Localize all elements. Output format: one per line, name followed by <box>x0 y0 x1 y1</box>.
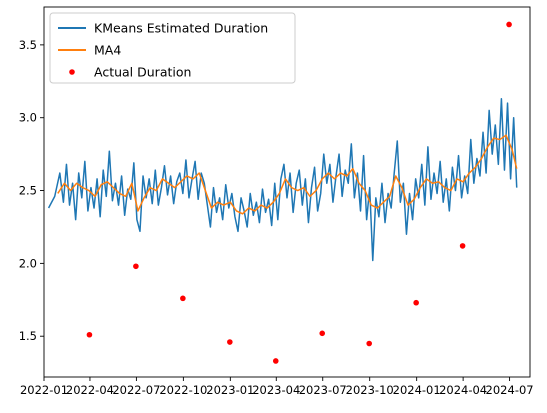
data-point-actual-duration <box>413 300 419 306</box>
y-tick-label: 3.5 <box>19 38 37 52</box>
data-point-actual-duration <box>180 296 186 302</box>
data-point-actual-duration <box>227 339 233 345</box>
data-point-actual-duration <box>366 341 372 347</box>
legend: KMeans Estimated Duration MA4 Actual Durat… <box>50 13 295 83</box>
data-point-actual-duration <box>87 332 93 338</box>
data-point-actual-duration <box>506 22 512 28</box>
x-tick-label: 2022-04 <box>66 383 114 397</box>
x-tick-label: 2024-04 <box>439 383 487 397</box>
y-tick-label: 2.5 <box>19 184 37 198</box>
legend-label-kmeans-estimated-duration: KMeans Estimated Duration <box>94 21 268 36</box>
x-tick-label: 2022-01 <box>20 383 68 397</box>
x-tick-label: 2022-10 <box>159 383 207 397</box>
x-tick-label: 2024-01 <box>393 383 441 397</box>
x-tick-label: 2023-07 <box>299 383 347 397</box>
data-point-actual-duration <box>460 243 466 249</box>
x-tick-label: 2023-01 <box>206 383 254 397</box>
data-point-actual-duration <box>133 263 139 269</box>
legend-label-actual-duration: Actual Duration <box>94 65 191 80</box>
data-point-actual-duration <box>273 358 279 364</box>
x-tick-label: 2023-04 <box>252 383 300 397</box>
x-tick-label: 2022-07 <box>112 383 160 397</box>
legend-label-ma4: MA4 <box>94 43 121 58</box>
x-tick-label: 2024-07 <box>486 383 534 397</box>
legend-swatch-actual-duration <box>69 69 75 75</box>
data-point-actual-duration <box>319 330 325 336</box>
y-tick-label: 1.5 <box>19 329 37 343</box>
x-tick-label: 2023-10 <box>346 383 394 397</box>
y-tick-label: 3.0 <box>19 111 37 125</box>
y-tick-label: 2.0 <box>19 256 37 270</box>
